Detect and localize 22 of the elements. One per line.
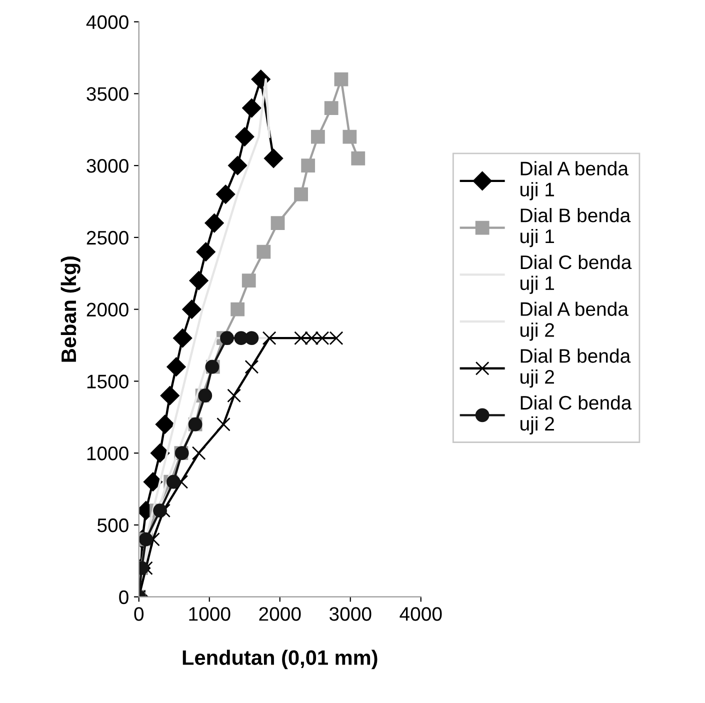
y-tick-label: 3500 [86,87,128,101]
x-axis-title: Lendutan (0,01 mm) [182,650,378,670]
x-tick-label: 2000 [259,607,301,621]
y-axis-title: Beban (kg) [60,256,80,362]
y-tick-label: 0 [119,590,128,604]
y-tick-label: 1000 [87,446,128,460]
x-tick-label: 4000 [400,607,442,621]
y-tick-label: 500 [98,518,128,532]
y-tick-label: 3000 [86,159,128,173]
legend-label: Dial A benda uji 2 [520,302,628,341]
y-tick-label: 4000 [86,15,128,30]
legend-label: Dial C benda uji 1 [520,254,632,294]
y-tick-label: 2000 [86,302,128,317]
legend-label: Dial A benda uji 1 [520,161,628,200]
legend-label: Dial B benda uji 1 [520,208,631,248]
y-tick-label: 2500 [86,230,128,245]
legend-label: Dial C benda uji 2 [520,395,632,434]
legend-label: Dial B benda uji 2 [520,348,631,388]
x-tick-label: 3000 [330,607,372,621]
x-tick-label: 1000 [189,607,230,621]
y-tick-label: 1500 [87,374,128,388]
x-tick-label: 0 [134,607,144,621]
